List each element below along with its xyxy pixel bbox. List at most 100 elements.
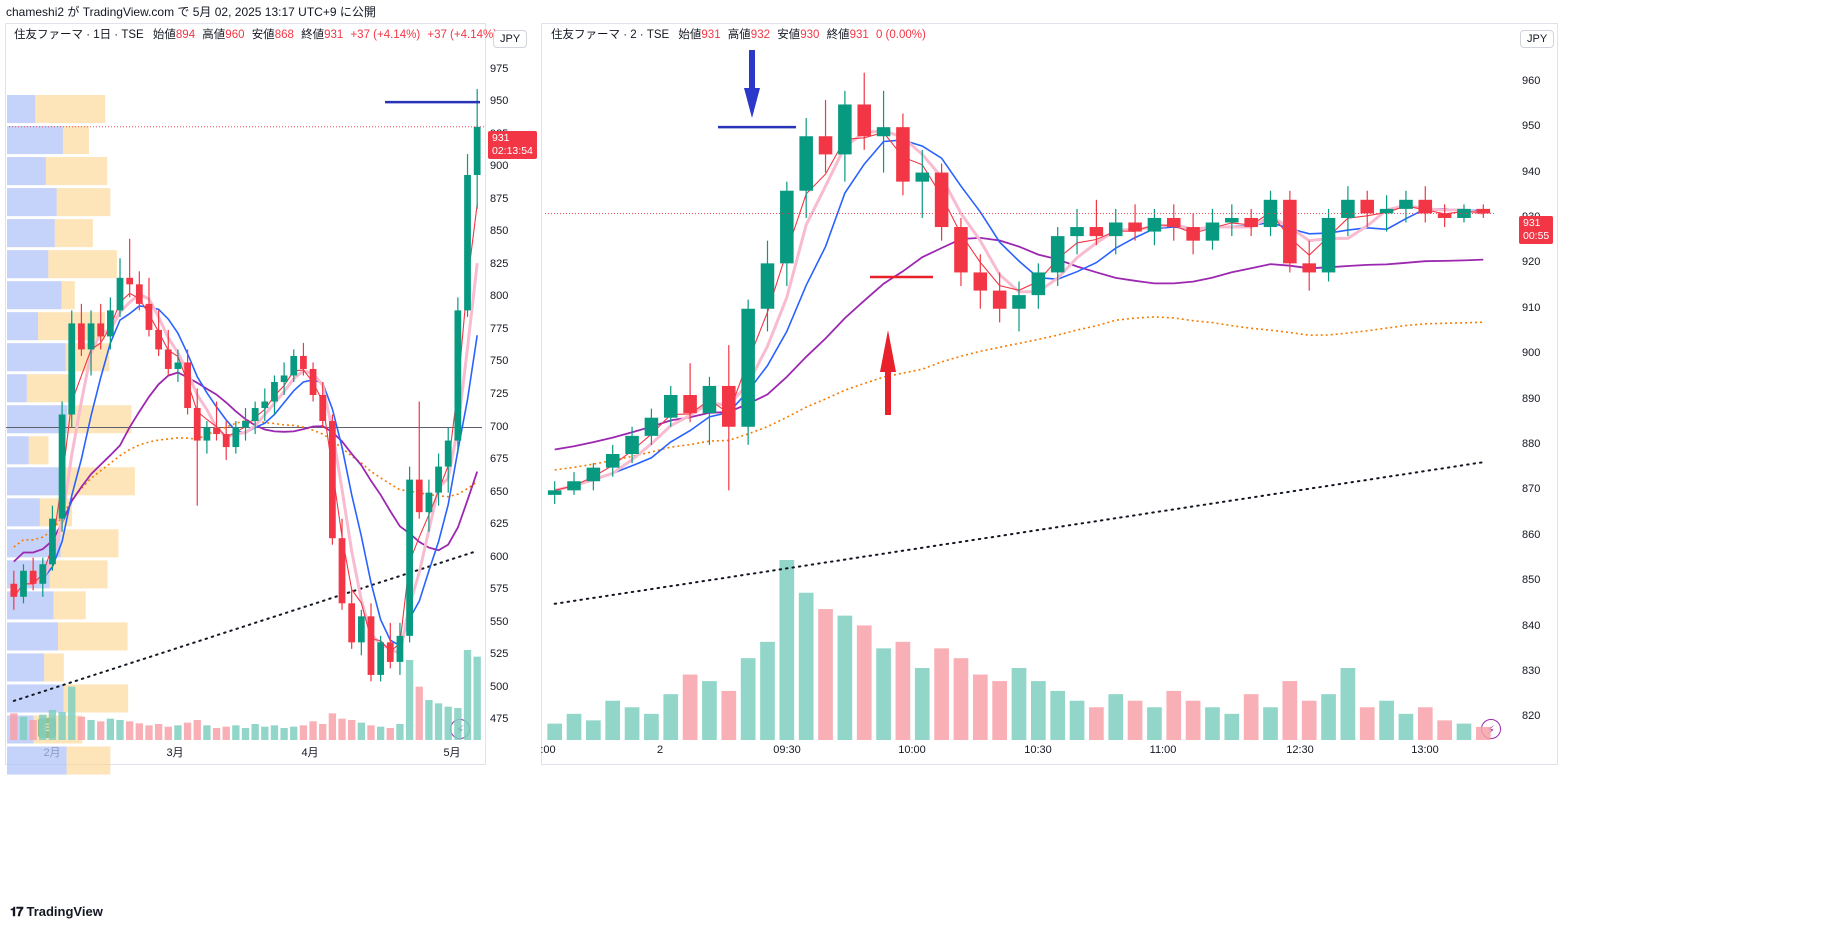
volume-bar — [586, 720, 601, 740]
candle-body — [213, 427, 220, 435]
candle-body — [328, 421, 336, 539]
candle-body — [435, 466, 442, 493]
candle-body — [242, 421, 249, 428]
volume-bar — [19, 716, 28, 740]
volume-bar — [434, 703, 443, 740]
volume-profile-bar — [56, 188, 111, 217]
volume-bar — [1456, 723, 1472, 740]
volume-bar — [125, 721, 134, 740]
price-tick-label: 700 — [490, 420, 509, 433]
candle-body — [1283, 199, 1297, 264]
candle-body — [838, 104, 852, 155]
candle-body — [1418, 199, 1433, 214]
volume-bar — [212, 728, 221, 740]
volume-bar — [1321, 694, 1336, 740]
price-tick-label: 830 — [1522, 664, 1541, 677]
volume-bar — [1108, 694, 1124, 740]
right-currency-button[interactable]: JPY — [1520, 30, 1555, 48]
candle-body — [896, 127, 910, 182]
left-chart-frame — [5, 23, 486, 765]
left-high-value: 960 — [225, 29, 245, 41]
candle-body — [135, 284, 143, 304]
volume-bar — [1089, 707, 1104, 740]
left-currency-button[interactable]: JPY — [493, 30, 528, 48]
candle-body — [20, 570, 27, 597]
volume-profile-bar — [7, 281, 62, 310]
candle-body — [271, 381, 278, 402]
candle-body — [547, 490, 562, 495]
volume-profile-bar — [7, 498, 40, 527]
volume-profile-bar — [26, 374, 76, 403]
left-low-label: 安値 — [251, 29, 275, 41]
price-tick-label: 475 — [490, 713, 509, 726]
volume-bar — [1185, 700, 1201, 740]
price-tick-label: 800 — [490, 290, 509, 303]
candle-body — [10, 583, 18, 597]
price-tick-label: 500 — [490, 680, 509, 693]
volume-bar — [328, 713, 337, 740]
volume-bar — [299, 725, 308, 740]
candle-body — [1360, 199, 1375, 214]
volume-bar — [396, 724, 404, 740]
price-tick-label: 650 — [490, 485, 509, 498]
tradingview-logo[interactable]: 𝟏𝟕 TradingView — [10, 904, 103, 920]
volume-bar — [10, 713, 18, 740]
sma75-line — [554, 236, 1484, 451]
volume-profile-bar — [44, 653, 64, 682]
volume-profile-bar — [7, 250, 49, 279]
volume-bar — [270, 725, 279, 740]
candle-body — [251, 408, 259, 422]
price-tick-label: 950 — [490, 95, 509, 108]
right-symbol-title[interactable]: 住友ファーマ · 2 · TSE — [551, 29, 670, 41]
left-high-label: 高値 — [202, 29, 226, 41]
blue-down-arrow — [744, 50, 760, 118]
candle-body — [116, 277, 124, 311]
sma200-line — [553, 461, 1485, 605]
price-tick-label: 775 — [490, 322, 509, 335]
candle-body — [290, 355, 298, 376]
price-tick-label: 870 — [1522, 483, 1541, 496]
left-change-1: +37 (+4.14%) — [350, 29, 421, 41]
candle-body — [799, 136, 813, 191]
candle-body — [1205, 222, 1220, 241]
price-tick-label: 875 — [490, 192, 509, 205]
candle-body — [338, 538, 346, 604]
volume-bar — [463, 650, 472, 740]
volume-bar — [106, 718, 115, 740]
volume-bar — [444, 706, 452, 740]
volume-bar — [58, 712, 66, 740]
volume-bar — [1205, 707, 1220, 740]
left-low-value: 868 — [274, 29, 294, 41]
volume-profile-bar — [7, 436, 29, 465]
volume-bar — [547, 723, 563, 740]
volume-bar — [760, 641, 775, 740]
candle-body — [1108, 222, 1123, 237]
candle-body — [280, 375, 288, 382]
candle-body — [1244, 217, 1258, 228]
right-legend: 住友ファーマ · 2 · TSE 始値931 高値932 安値930 終値931… — [551, 26, 926, 44]
volume-bar — [29, 720, 37, 740]
volume-bar — [135, 723, 143, 740]
candle-body — [1147, 217, 1162, 232]
volume-bar — [837, 615, 853, 740]
volume-bar — [721, 690, 737, 740]
volume-bar — [222, 726, 230, 740]
candle-body — [625, 435, 639, 455]
volume-bar — [1340, 668, 1356, 740]
candle-body — [319, 395, 327, 422]
candle-body — [1399, 199, 1413, 209]
candle-body — [605, 454, 620, 468]
candle-body — [1341, 199, 1355, 218]
volume-profile-bar — [45, 157, 108, 186]
left-symbol-title[interactable]: 住友ファーマ · 1日 · TSE — [14, 29, 144, 41]
vwap-line — [554, 316, 1484, 471]
volume-bar — [1417, 707, 1433, 740]
candle-body — [97, 323, 105, 337]
left-last-price-tag: 931 02:13:54 — [488, 131, 537, 159]
volume-bar — [183, 722, 192, 740]
volume-profile-bar — [62, 126, 89, 155]
volume-profile-bar — [54, 219, 93, 248]
volume-bar — [1127, 700, 1143, 740]
time-tick-label: 10:30 — [1024, 744, 1052, 756]
